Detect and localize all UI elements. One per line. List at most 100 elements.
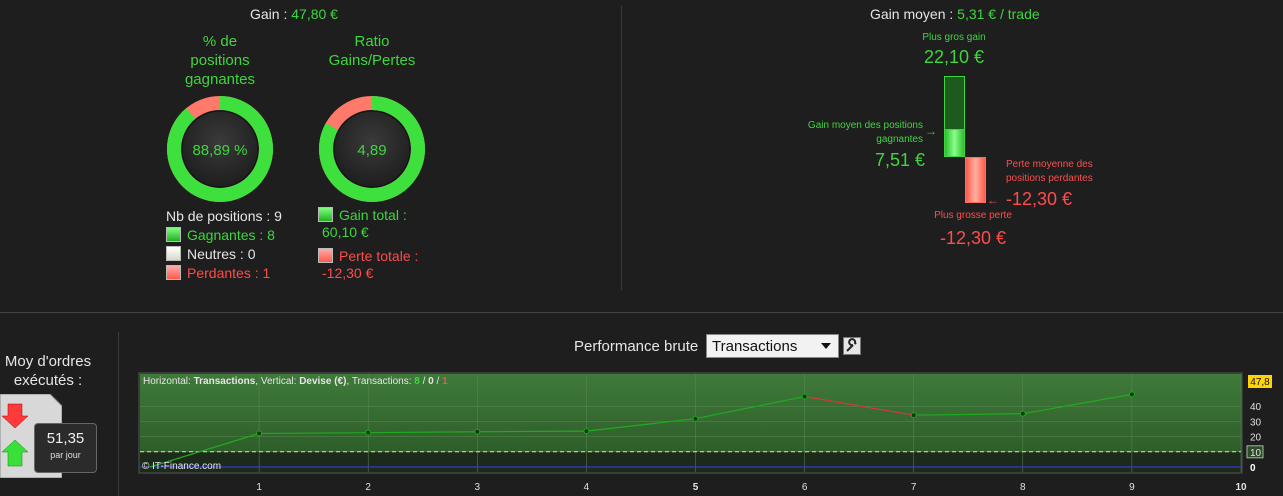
max-gain-bar xyxy=(944,76,965,130)
green-square-icon xyxy=(166,227,181,242)
horizontal-divider xyxy=(0,312,1283,313)
green-square-icon xyxy=(318,207,333,222)
info-sep1: / xyxy=(420,376,428,387)
series-segment xyxy=(913,413,1023,416)
avg-gain-bar xyxy=(944,129,965,157)
y-tick-label: 40 xyxy=(1250,402,1262,413)
settings-wrench-button[interactable] xyxy=(843,337,861,355)
orders-value-box: 51,35 par jour xyxy=(34,423,97,473)
info-winning: 8 xyxy=(414,376,420,387)
info-prefix: Horizontal: xyxy=(143,376,194,387)
x-tick-label: 5 xyxy=(693,482,699,493)
legend-gagnantes: Gagnantes : 8 xyxy=(166,226,282,245)
chart-series xyxy=(149,393,1133,468)
gain-moyen-header: Gain moyen : 5,31 € / trade xyxy=(870,6,1040,22)
perdantes-text: Perdantes : 1 xyxy=(187,265,271,281)
data-point xyxy=(801,393,808,400)
series-segment xyxy=(804,395,914,416)
neutres-text: Neutres : 0 xyxy=(187,246,256,262)
x-tick-label: 1 xyxy=(256,482,262,493)
x-tick-label: 8 xyxy=(1020,482,1026,493)
pct-winning-title: % de positions gagnantes xyxy=(160,32,280,89)
orders-title-line1: Moy d'ordres xyxy=(4,353,92,370)
gain-moyen-pos-value: 7,51 € xyxy=(874,150,925,170)
info-sep2: / xyxy=(434,376,442,387)
select-value: Transactions xyxy=(712,338,798,355)
gain-total-value: 60,10 € xyxy=(322,224,369,240)
series-segment xyxy=(695,395,805,420)
data-point xyxy=(583,428,590,435)
y-tick-label: 30 xyxy=(1250,417,1262,428)
wrench-icon xyxy=(846,338,857,352)
perte-totale-label: Perte totale : xyxy=(339,248,419,264)
y-tick-label: 10 xyxy=(1250,448,1262,459)
chevron-down-icon xyxy=(821,343,831,349)
perte-moyenne-line1: Perte moyenne des xyxy=(1006,159,1093,170)
reference-badge xyxy=(1246,445,1264,459)
winning-positions-donut: 88,89 % xyxy=(167,96,273,202)
perte-moyenne-label: Perte moyenne des positions perdantes xyxy=(1006,158,1093,186)
arrow-left-icon: ← xyxy=(987,193,999,207)
last-value-badge xyxy=(1248,375,1272,388)
x-tick-label: 2 xyxy=(365,482,371,493)
positions-legend: Nb de positions : 9 Gagnantes : 8 Neutre… xyxy=(166,207,282,283)
series-segment xyxy=(149,432,260,468)
orders-title-line2: exécutés : xyxy=(13,372,83,389)
pct-title-line1: % de xyxy=(202,33,238,50)
info-horizontal: Transactions xyxy=(194,376,256,387)
plus-gros-gain-value: 22,10 € xyxy=(923,47,985,67)
bottom-vertical-divider xyxy=(118,332,119,496)
ratio-donut-center xyxy=(333,110,411,188)
x-tick-label: 9 xyxy=(1129,482,1135,493)
gain-moyen-value: 5,31 € / trade xyxy=(957,6,1040,22)
last-value-badge-text: 47,8 xyxy=(1250,377,1270,388)
avg-loss-bar xyxy=(965,157,986,203)
perte-moyenne-value: -12,30 € xyxy=(1006,189,1073,209)
data-point xyxy=(692,415,699,422)
performance-select[interactable]: Transactions xyxy=(706,334,839,358)
ratio-value: 4,89 xyxy=(357,142,386,159)
pct-title-line3: gagnantes xyxy=(184,71,256,88)
info-losing: 1 xyxy=(442,376,448,387)
red-square-icon xyxy=(318,248,333,263)
gain-moyen-pos-line1: Gain moyen des positions xyxy=(807,120,923,131)
y-tick-label: 20 xyxy=(1250,433,1262,444)
gain-header: Gain : 47,80 € xyxy=(250,6,338,22)
chart-copyright: © IT-Finance.com xyxy=(142,461,221,472)
gain-label: Gain : xyxy=(250,6,288,22)
plus-gros-gain-label: Plus gros gain xyxy=(922,32,986,43)
gain-loss-ratio-donut: 4,89 xyxy=(319,96,425,202)
x-tick-label: 7 xyxy=(911,482,917,493)
white-square-icon xyxy=(166,246,181,261)
data-point xyxy=(256,430,263,437)
gagnantes-text: Gagnantes : 8 xyxy=(187,227,275,243)
data-point xyxy=(910,412,917,419)
info-mid: , Vertical: xyxy=(255,376,299,387)
perte-totale-value: -12,30 € xyxy=(322,265,374,281)
info-transactions: , Transactions: xyxy=(346,376,414,387)
donut-center xyxy=(181,110,259,188)
series-segment xyxy=(1022,393,1133,415)
legend-perdantes: Perdantes : 1 xyxy=(166,264,282,283)
x-tick-label: 4 xyxy=(584,482,590,493)
perte-moyenne-line2: positions perdantes xyxy=(1006,173,1093,184)
ratio-title-line1: Ratio xyxy=(354,33,390,50)
y-axis-ticks: 40 30 20 10 0 xyxy=(1246,402,1264,474)
red-square-icon xyxy=(166,265,181,280)
data-point xyxy=(1128,391,1135,398)
series-segment xyxy=(586,418,696,432)
pct-title-line2: positions xyxy=(190,52,250,69)
perte-totale: Perte totale : xyxy=(318,248,418,265)
ratio-gain-arc xyxy=(319,96,425,202)
performance-title: Performance brute xyxy=(574,338,699,355)
arrow-down-red-icon xyxy=(1,403,29,429)
ratio-title-line2: Gains/Pertes xyxy=(328,52,416,69)
totals-legend: Gain total : 60,10 € Perte totale : -12,… xyxy=(318,207,418,282)
legend-neutres: Neutres : 0 xyxy=(166,245,282,264)
info-vertical: Devise (€) xyxy=(299,376,346,387)
data-point xyxy=(365,429,372,436)
series-segment xyxy=(368,431,478,434)
plus-grosse-perte-label: Plus grosse perte xyxy=(934,210,1012,221)
ratio-title: Ratio Gains/Pertes xyxy=(312,32,432,70)
